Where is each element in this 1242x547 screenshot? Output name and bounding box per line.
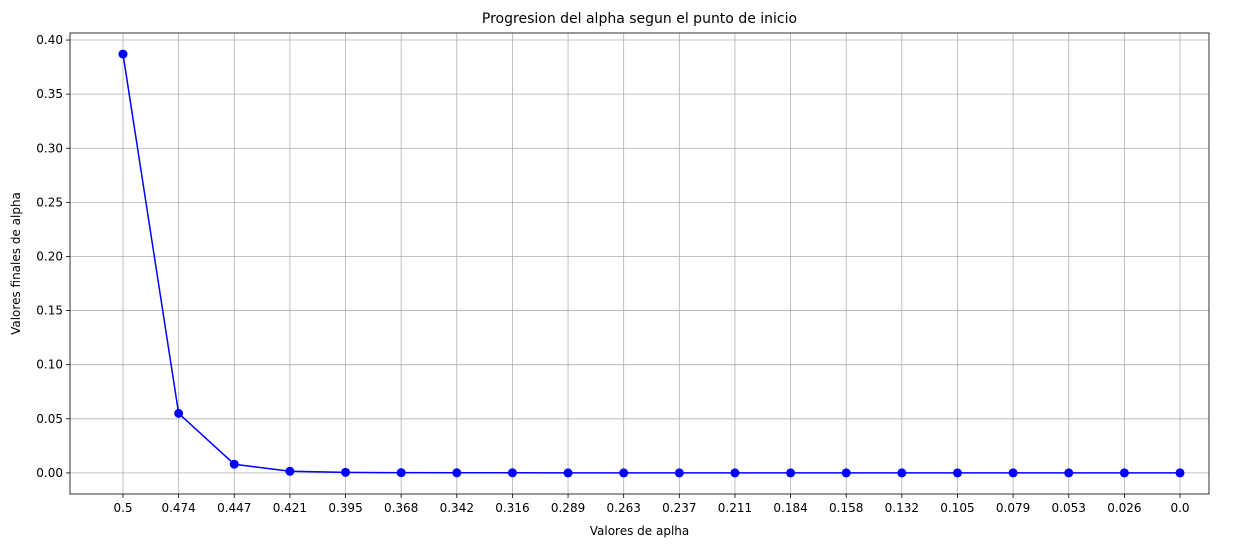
x-tick-label: 0.184 (773, 501, 807, 515)
data-point (174, 408, 184, 418)
x-tick-label: 0.237 (662, 501, 696, 515)
x-tick-label: 0.132 (885, 501, 919, 515)
y-tick-label: 0.30 (36, 141, 63, 155)
data-point (1119, 468, 1129, 478)
grid-lines (70, 33, 1209, 494)
data-point (341, 467, 351, 477)
y-tick-label: 0.05 (36, 412, 63, 426)
series-layer (118, 49, 1185, 478)
data-point (229, 459, 239, 469)
data-point (118, 49, 128, 59)
data-point (1175, 468, 1185, 478)
y-tick-label: 0.40 (36, 33, 63, 47)
y-tick-label: 0.00 (36, 466, 63, 480)
data-point (1008, 468, 1018, 478)
x-tick-label: 0.289 (551, 501, 585, 515)
y-axis-title: Valores finales de alpha (9, 192, 23, 335)
data-point (396, 468, 406, 478)
data-point (952, 468, 962, 478)
x-tick-label: 0.211 (718, 501, 752, 515)
x-tick-label: 0.368 (384, 501, 418, 515)
data-point (1064, 468, 1074, 478)
x-axis-title: Valores de aplha (590, 524, 690, 538)
x-tick-label: 0.395 (328, 501, 362, 515)
data-point (507, 468, 517, 478)
data-point (897, 468, 907, 478)
x-tick-label: 0.053 (1052, 501, 1086, 515)
y-tick-label: 0.35 (36, 87, 63, 101)
x-tick-label: 0.026 (1107, 501, 1141, 515)
y-tick-label: 0.10 (36, 358, 63, 372)
x-tick-label: 0.474 (161, 501, 195, 515)
y-tick-label: 0.25 (36, 195, 63, 209)
x-tick-label: 0.421 (273, 501, 307, 515)
data-point (730, 468, 740, 478)
chart-title: Progresion del alpha segun el punto de i… (482, 11, 797, 27)
data-point (452, 468, 462, 478)
plot-area-frame (69, 32, 1210, 495)
data-point (285, 466, 295, 476)
data-point (674, 468, 684, 478)
x-tick-label: 0.5 (113, 501, 132, 515)
x-tick-label: 0.316 (495, 501, 529, 515)
axis-ticks: 0.5 0.474 0.447 0.421 0.395 0.368 0.342 0.316 0.… (36, 33, 1189, 515)
y-tick-label: 0.15 (36, 304, 63, 318)
x-tick-label: 0.342 (440, 501, 474, 515)
data-point (786, 468, 796, 478)
x-tick-label: 0.0 (1170, 501, 1189, 515)
x-tick-label: 0.079 (996, 501, 1030, 515)
x-tick-label: 0.105 (940, 501, 974, 515)
series-line (122, 53, 1180, 474)
y-tick-label: 0.20 (36, 249, 63, 263)
data-point (619, 468, 629, 478)
data-point (563, 468, 573, 478)
x-tick-label: 0.158 (829, 501, 863, 515)
data-point (841, 468, 851, 478)
x-tick-label: 0.263 (607, 501, 641, 515)
x-tick-label: 0.447 (217, 501, 251, 515)
